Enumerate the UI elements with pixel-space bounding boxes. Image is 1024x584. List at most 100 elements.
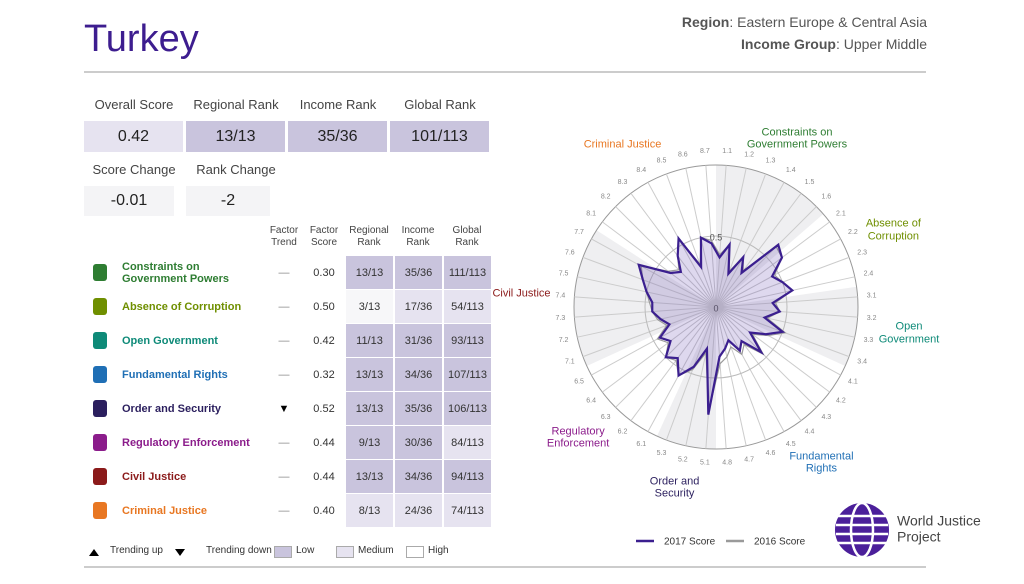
spoke-label: 8.3 xyxy=(618,179,628,186)
factor-name: Regulatory Enforcement xyxy=(122,437,250,449)
spoke-label: 8.1 xyxy=(586,210,596,217)
spoke-label: 4.7 xyxy=(744,456,754,463)
trend: — xyxy=(278,334,290,347)
income: Income Group: Upper Middle xyxy=(741,36,927,52)
factor-name: Fundamental Rights xyxy=(122,369,228,381)
sector xyxy=(657,307,716,449)
spoke-label: 6.5 xyxy=(574,379,584,386)
rank-cell: 13/13 xyxy=(346,358,393,391)
factor-name: Open Government xyxy=(122,335,218,347)
rank-cell: 13/13 xyxy=(346,256,393,289)
trend: — xyxy=(278,470,290,483)
factor-icon xyxy=(93,264,107,281)
spoke-label: 7.5 xyxy=(559,271,569,278)
spoke-label: 6.1 xyxy=(636,441,646,448)
spoke-label: 2.1 xyxy=(836,210,846,217)
legend-label: Trending down xyxy=(206,545,272,556)
legend-label: 2017 Score xyxy=(664,537,716,548)
change-value: -0.01 xyxy=(84,186,174,216)
factor-label: Constraints on Government Powers xyxy=(746,126,848,151)
ring-label: 0 xyxy=(713,303,718,313)
spoke-label: 2.3 xyxy=(857,249,867,256)
down-icon xyxy=(175,549,185,556)
column-header: Factor xyxy=(269,225,299,236)
trend: — xyxy=(278,266,290,279)
rank-cell: 24/36 xyxy=(395,494,442,527)
column-header: Rank xyxy=(406,237,430,248)
divider xyxy=(84,71,926,73)
legend-label: High xyxy=(428,545,449,556)
column-header: Rank xyxy=(455,237,479,248)
factor-score: 0.30 xyxy=(313,266,335,279)
change-value: -2 xyxy=(186,186,270,216)
trend: — xyxy=(278,300,290,313)
spoke-label: 1.6 xyxy=(821,194,831,201)
spoke-label: 3.4 xyxy=(857,358,867,365)
rank-cell: 94/113 xyxy=(444,460,491,493)
spoke-label: 8.4 xyxy=(636,167,646,174)
factor-score: 0.42 xyxy=(313,334,335,347)
factor-label: Order and Security xyxy=(649,475,700,500)
logo-text: Project xyxy=(897,529,941,545)
factor-name: Civil Justice xyxy=(122,471,187,483)
spoke-label: 2.4 xyxy=(864,271,874,278)
trend: ▼ xyxy=(278,402,290,415)
factor-score: 0.50 xyxy=(313,300,335,313)
logo-globe xyxy=(835,503,889,557)
rank-cell: 74/113 xyxy=(444,494,491,527)
column-header: Income xyxy=(401,225,435,236)
column-header: Rank xyxy=(357,237,381,248)
spoke-label: 4.8 xyxy=(722,459,732,466)
rank-cell: 34/36 xyxy=(395,358,442,391)
spoke-label: 8.2 xyxy=(601,194,611,201)
rank-cell: 30/36 xyxy=(395,426,442,459)
factor-icon xyxy=(93,298,107,315)
summary-value: 101/113 xyxy=(390,121,489,152)
legend-label: Low xyxy=(296,545,315,556)
factor-icon xyxy=(93,366,107,383)
sector xyxy=(574,230,716,366)
spoke-label: 7.6 xyxy=(565,249,575,256)
factor-icon xyxy=(93,332,107,349)
spoke-label: 1.2 xyxy=(744,151,754,158)
change-label: Score Change xyxy=(92,162,176,177)
spoke-label: 7.4 xyxy=(556,293,566,300)
factor-name: Constraints on Government Powers xyxy=(122,261,229,285)
factor-label: Absence of Corruption xyxy=(865,217,921,243)
factor-label: Civil Justice xyxy=(492,287,551,300)
summary-value: 35/36 xyxy=(288,121,387,152)
legend-label: Trending up xyxy=(110,545,163,556)
summary-label: Global Rank xyxy=(404,97,476,112)
spoke-label: 5.2 xyxy=(678,456,688,463)
rank-cell: 11/13 xyxy=(346,324,393,357)
column-header: Trend xyxy=(271,237,297,248)
spoke-label: 1.1 xyxy=(722,148,732,155)
rank-cell: 8/13 xyxy=(346,494,393,527)
spoke-label: 7.2 xyxy=(559,337,569,344)
spoke-label: 5.3 xyxy=(657,450,667,457)
spoke-label: 3.1 xyxy=(867,293,877,300)
spoke-label: 1.3 xyxy=(766,158,776,165)
rank-cell: 111/113 xyxy=(444,256,491,289)
spoke-label: 1.5 xyxy=(805,179,815,186)
trend: — xyxy=(278,504,290,517)
column-header: Regional xyxy=(349,225,389,236)
spoke-label: 4.3 xyxy=(821,414,831,421)
rank-cell: 3/13 xyxy=(346,290,393,323)
spoke-label: 6.3 xyxy=(601,414,611,421)
spoke-label: 7.1 xyxy=(565,358,575,365)
rank-cell: 106/113 xyxy=(444,392,491,425)
factor-name: Order and Security xyxy=(122,403,222,415)
factor-score: 0.44 xyxy=(313,436,335,449)
income-value: : Upper Middle xyxy=(835,36,927,52)
summary-label: Income Rank xyxy=(299,97,377,112)
rank-cell: 54/113 xyxy=(444,290,491,323)
spoke-label: 7.3 xyxy=(556,315,566,322)
spoke-label: 6.4 xyxy=(586,397,596,404)
factor-score: 0.32 xyxy=(313,368,335,381)
outer-ring xyxy=(573,164,859,450)
trend: — xyxy=(278,436,290,449)
rank-cell: 93/113 xyxy=(444,324,491,357)
factor-score: 0.44 xyxy=(313,470,335,483)
